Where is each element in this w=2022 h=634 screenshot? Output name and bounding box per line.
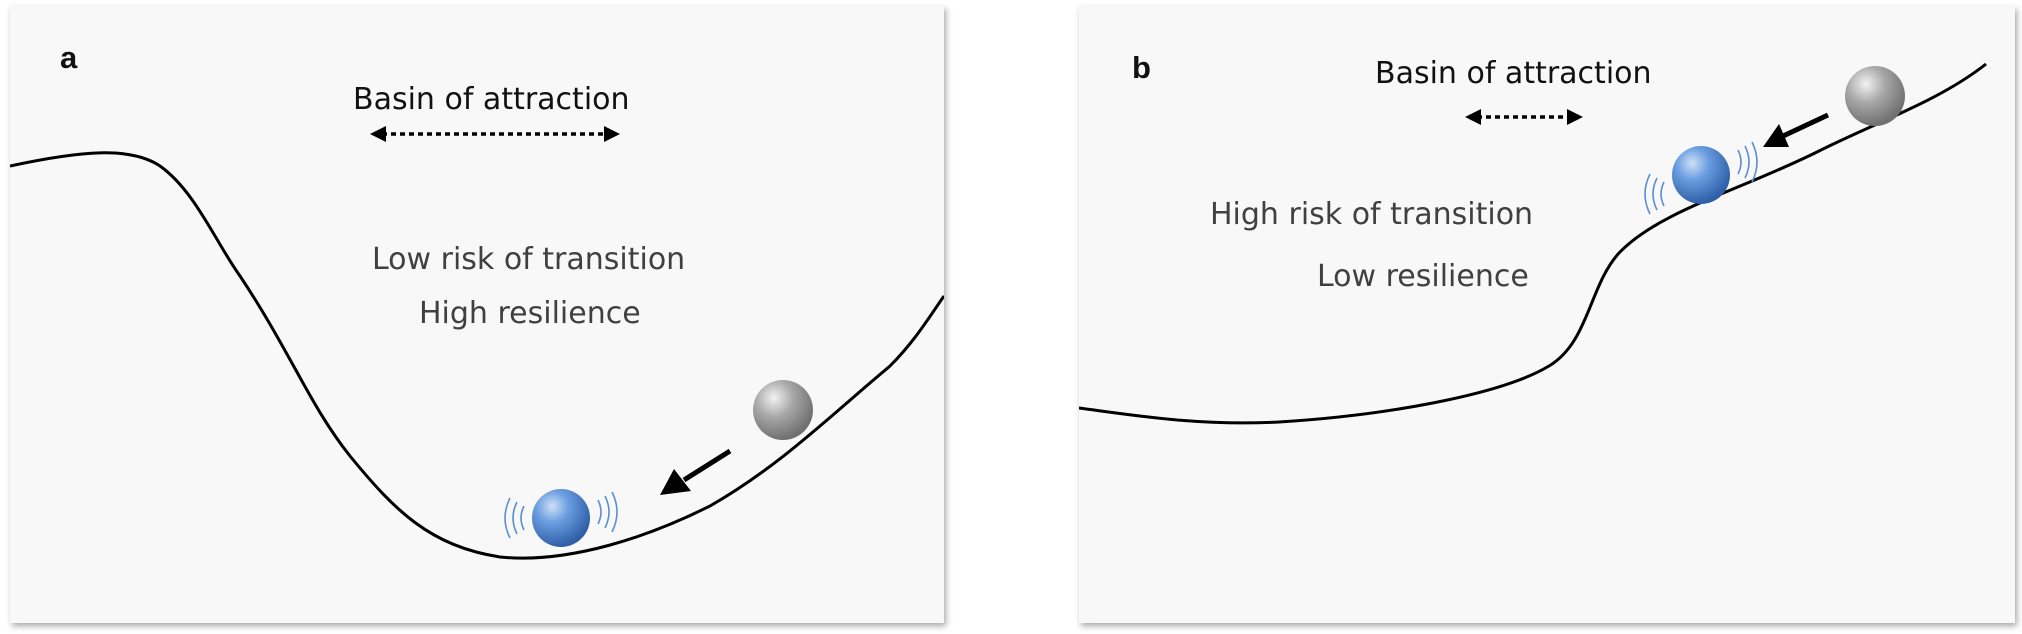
blue-sphere-icon: [1644, 141, 1758, 215]
stability-landscape-curve: [1079, 62, 1987, 425]
landscape-a-graphic: [10, 126, 944, 560]
resilience-text: High resilience: [419, 296, 641, 331]
stability-landscape-curve: [10, 151, 944, 560]
panel-label: a: [60, 40, 78, 75]
landscape-b-graphic: [1079, 62, 1987, 425]
arrow-icon: [660, 448, 732, 495]
blue-sphere-icon: [504, 489, 618, 547]
transition-risk-text: High risk of transition: [1210, 197, 1534, 232]
panel-b: b Basin of attraction High risk of trans…: [1079, 6, 2015, 623]
gray-sphere-icon: [753, 380, 813, 440]
arrow-icon: [1763, 112, 1830, 147]
panel-a: a Basin of attraction Low risk of transi…: [10, 6, 944, 623]
double-arrow-icon: [1465, 109, 1583, 125]
basin-of-attraction-label: Basin of attraction: [1375, 56, 1652, 91]
resilience-text: Low resilience: [1317, 259, 1529, 294]
double-arrow-icon: [370, 126, 620, 142]
gray-sphere-icon: [1845, 66, 1905, 126]
transition-risk-text: Low risk of transition: [372, 242, 686, 277]
basin-of-attraction-label: Basin of attraction: [353, 82, 630, 117]
panel-label: b: [1132, 50, 1151, 85]
